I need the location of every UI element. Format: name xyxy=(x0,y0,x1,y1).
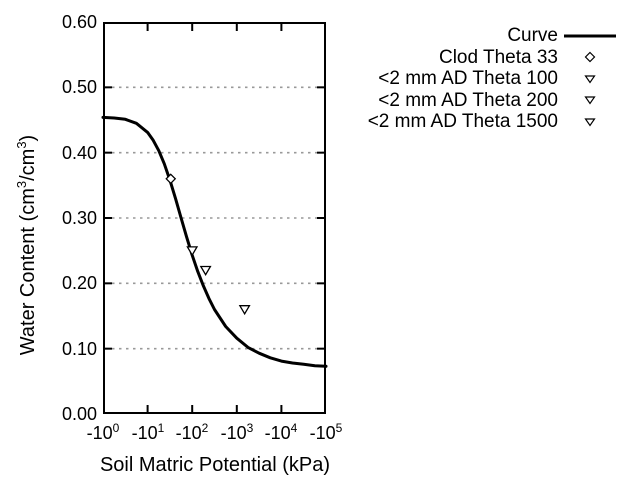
legend-row-theta-200: <2 mm AD Theta 200 xyxy=(340,90,622,112)
legend-row-clod-theta-33: Clod Theta 33 xyxy=(340,47,622,69)
legend-label: Curve xyxy=(507,25,558,47)
legend-label: <2 mm AD Theta 1500 xyxy=(367,111,558,133)
triangle-down-marker-icon xyxy=(558,73,622,85)
data-point-marker xyxy=(165,173,177,185)
y-tick-label: 0.20 xyxy=(61,273,97,293)
y-tick-label: 0.40 xyxy=(61,143,97,163)
y-axis-title: Water Content (cm3/cm3) xyxy=(14,134,39,356)
legend: Curve Clod Theta 33 <2 mm AD Theta 100 <… xyxy=(340,25,622,133)
y-tick-label: 0.60 xyxy=(61,12,97,32)
x-tick-label: -101 xyxy=(131,421,165,443)
x-tick-label: -103 xyxy=(220,421,254,443)
legend-row-theta-1500: <2 mm AD Theta 1500 xyxy=(340,111,622,133)
plot-frame xyxy=(103,22,326,414)
x-tick-label: -104 xyxy=(264,421,298,443)
legend-row-curve: Curve xyxy=(340,25,622,47)
x-axis-title: Soil Matric Potential (kPa) xyxy=(99,454,331,476)
legend-label: <2 mm AD Theta 200 xyxy=(378,89,558,111)
data-point-marker xyxy=(199,265,212,276)
data-point-marker xyxy=(238,305,251,316)
curve-line xyxy=(101,115,328,368)
x-tick-label: -105 xyxy=(309,421,343,443)
legend-row-theta-100: <2 mm AD Theta 100 xyxy=(340,68,622,90)
diamond-marker-icon xyxy=(558,51,622,63)
triangle-down-marker-icon xyxy=(558,94,622,106)
triangle-down-marker-icon xyxy=(558,116,622,128)
x-tick-label: -102 xyxy=(175,421,209,443)
data-point-marker xyxy=(186,246,199,257)
x-tick-label: -100 xyxy=(86,421,120,443)
y-tick-label: 0.30 xyxy=(61,208,97,228)
y-tick-label: 0.00 xyxy=(61,404,97,424)
line-sample-icon xyxy=(558,31,622,41)
y-tick-label: 0.10 xyxy=(61,339,97,359)
legend-label: Clod Theta 33 xyxy=(438,46,558,68)
y-tick-label: 0.50 xyxy=(61,77,97,97)
legend-label: <2 mm AD Theta 100 xyxy=(378,68,558,90)
